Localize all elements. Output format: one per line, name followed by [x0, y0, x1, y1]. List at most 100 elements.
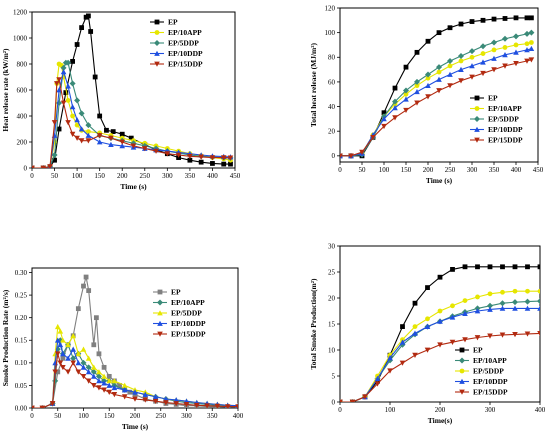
- data-point: [537, 305, 540, 311]
- data-point: [175, 152, 182, 158]
- data-point: [75, 369, 82, 375]
- data-point: [80, 346, 87, 352]
- data-point: [93, 315, 99, 321]
- data-point: [403, 87, 409, 94]
- data-point: [458, 66, 464, 72]
- data-point: [54, 337, 61, 343]
- x-tick-label: 300: [181, 412, 192, 420]
- data-point: [79, 25, 85, 30]
- x-tick-label: 100: [72, 172, 83, 180]
- data-point: [499, 332, 506, 338]
- data-point: [75, 360, 82, 366]
- data-point: [529, 40, 534, 45]
- data-point: [403, 64, 409, 70]
- y-tick-label: 600: [17, 86, 28, 94]
- x-tick-label: 450: [230, 172, 241, 180]
- data-point: [40, 165, 47, 168]
- data-point: [414, 100, 420, 106]
- data-point: [187, 153, 193, 160]
- data-point: [392, 98, 398, 105]
- data-point: [78, 126, 85, 132]
- data-point: [95, 373, 102, 380]
- data-point: [228, 161, 233, 167]
- data-point: [101, 380, 107, 386]
- data-point: [414, 88, 420, 95]
- data-point: [469, 63, 475, 69]
- x-tick-label: 0: [30, 412, 34, 420]
- data-point: [91, 383, 97, 389]
- data-point: [502, 63, 508, 69]
- data-point: [474, 308, 481, 314]
- data-point: [462, 310, 468, 316]
- data-point: [173, 401, 179, 407]
- data-point: [491, 39, 497, 46]
- data-point: [436, 76, 442, 82]
- legend-label: EP/10APP: [168, 28, 202, 37]
- data-point: [119, 131, 125, 137]
- data-point: [65, 59, 72, 66]
- series-group: [340, 15, 535, 159]
- data-point: [39, 405, 46, 408]
- data-point: [74, 97, 81, 104]
- data-point: [88, 29, 94, 34]
- data-point: [374, 381, 381, 387]
- x-tick-label: 250: [156, 412, 167, 420]
- data-point: [425, 38, 431, 44]
- data-point: [163, 400, 169, 406]
- data-point: [340, 153, 343, 159]
- data-point: [65, 98, 71, 103]
- data-point: [500, 289, 505, 295]
- data-point: [56, 87, 62, 93]
- y-tick-label: 60: [328, 78, 336, 86]
- data-point: [414, 83, 420, 89]
- data-point: [235, 404, 238, 408]
- data-point: [119, 139, 126, 145]
- data-point: [513, 33, 519, 40]
- data-point: [469, 19, 475, 24]
- data-point: [204, 403, 210, 408]
- data-point: [70, 355, 77, 362]
- legend-marker: [474, 95, 480, 101]
- x-tick-label: 350: [489, 166, 500, 174]
- legend-marker: [157, 310, 163, 316]
- data-point: [524, 15, 530, 21]
- y-tick-label: 0.25: [15, 291, 28, 299]
- x-tick-label: 50: [359, 166, 367, 174]
- data-point: [96, 385, 102, 391]
- data-point: [513, 42, 519, 48]
- data-point: [65, 341, 71, 348]
- data-point: [537, 330, 540, 337]
- data-point: [392, 115, 398, 121]
- data-point: [437, 308, 443, 314]
- data-point: [52, 157, 57, 163]
- data-point: [101, 364, 107, 370]
- legend-label: EP: [488, 94, 498, 103]
- data-point: [387, 355, 393, 361]
- data-point: [392, 85, 398, 91]
- legend-marker: [459, 357, 465, 364]
- chart-panel-4: 0 100 200 300 400 0 5 10 15 20 25 30 Time(s) Total Sm…: [309, 242, 546, 425]
- legend-label: EP/10APP: [488, 104, 522, 113]
- data-point: [512, 264, 518, 270]
- data-point: [106, 378, 113, 384]
- data-point: [412, 324, 418, 329]
- y-tick-label: 0: [24, 164, 28, 172]
- legend-label: EP: [168, 18, 178, 27]
- legend-marker: [474, 116, 480, 122]
- data-point: [502, 35, 508, 42]
- data-point: [96, 133, 103, 139]
- x-tick-label: 200: [130, 412, 141, 420]
- data-point: [142, 391, 149, 397]
- x-tick-label: 100: [385, 406, 396, 414]
- x-tick-label: 0: [338, 166, 342, 174]
- data-point: [403, 96, 409, 102]
- data-point: [187, 157, 193, 163]
- data-point: [449, 339, 456, 345]
- data-point: [436, 30, 442, 36]
- x-tick-label: 150: [94, 172, 105, 180]
- data-point: [209, 155, 216, 161]
- x-axis-title: Time (s): [120, 182, 147, 191]
- legend-label: EP/5DDP: [488, 115, 519, 124]
